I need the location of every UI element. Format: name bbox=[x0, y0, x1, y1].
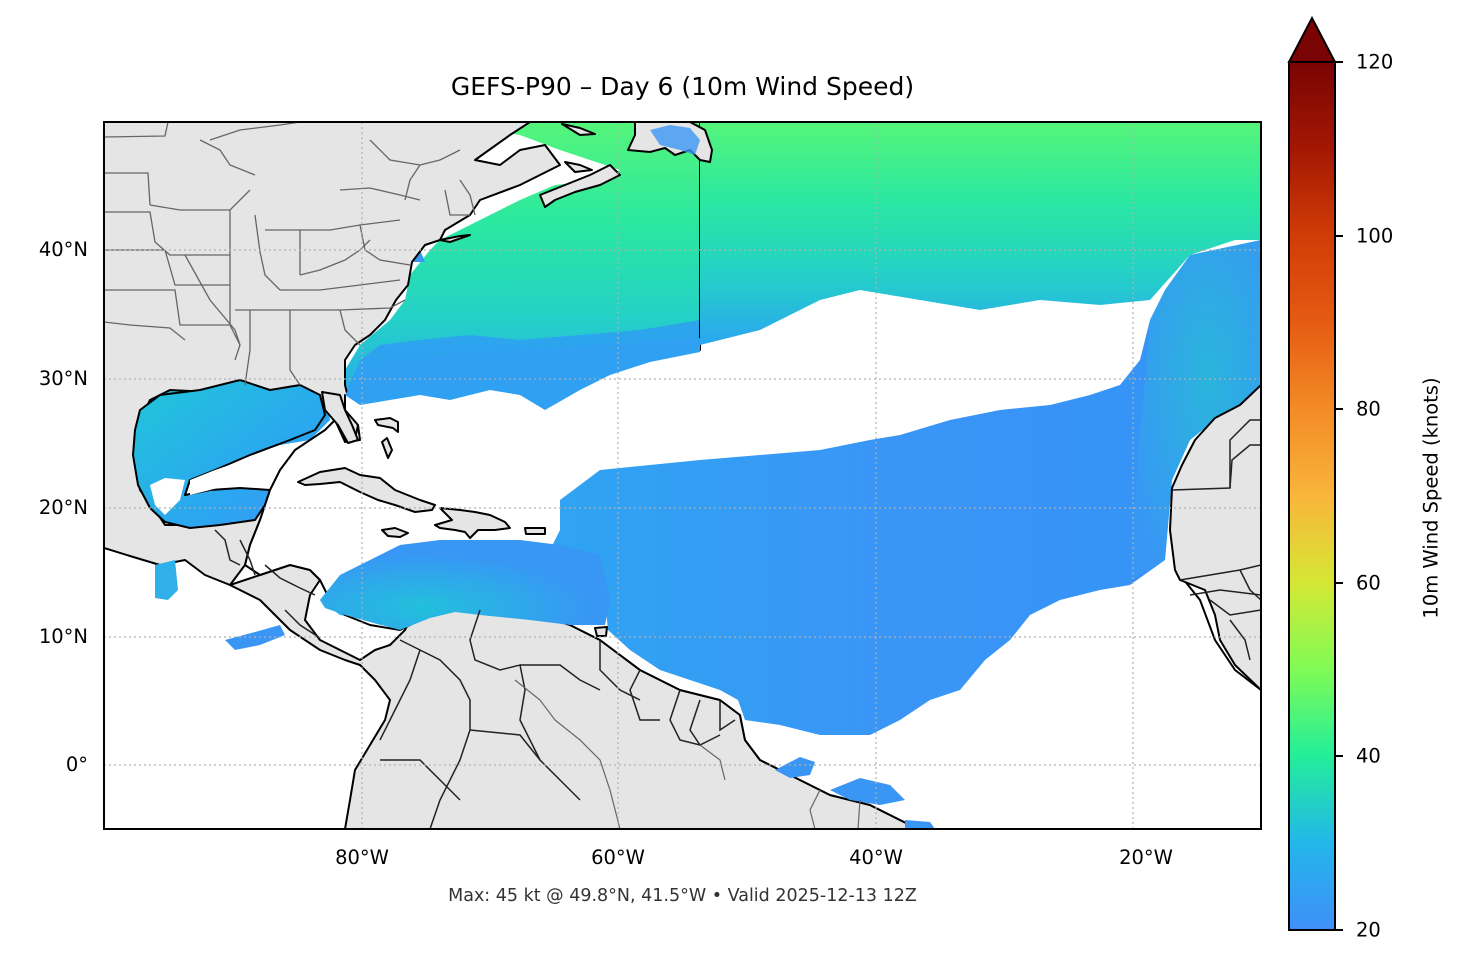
y-tick-0: 0° bbox=[65, 753, 88, 776]
puerto-rico bbox=[524, 527, 546, 535]
colorbar-tick-40: 40 bbox=[1356, 744, 1381, 768]
plot-frame bbox=[103, 121, 1262, 830]
long-island bbox=[439, 234, 471, 243]
anticosti bbox=[561, 123, 596, 136]
x-tick-40w: 40°W bbox=[849, 846, 903, 869]
hispaniola bbox=[434, 507, 511, 539]
x-tick-60w: 60°W bbox=[591, 846, 645, 869]
colorbar-tick-60: 60 bbox=[1356, 571, 1381, 595]
caribbean-islands bbox=[297, 417, 608, 637]
figure-title: GEFS-P90 – Day 6 (10m Wind Speed) bbox=[450, 72, 915, 101]
colorbar-tick-80: 80 bbox=[1356, 397, 1381, 421]
colorbar-tick-100: 100 bbox=[1356, 224, 1394, 248]
pei bbox=[564, 161, 593, 173]
country-borders bbox=[214, 419, 1261, 829]
jamaica bbox=[381, 527, 409, 538]
colorbar-tick-120: 120 bbox=[1356, 50, 1394, 74]
bahamas-2 bbox=[381, 437, 393, 459]
y-tick-10n: 10°N bbox=[38, 625, 88, 648]
x-tick-80w: 80°W bbox=[335, 846, 389, 869]
y-tick-20n: 20°N bbox=[38, 496, 88, 519]
colorbar-tick-20: 20 bbox=[1356, 918, 1381, 942]
cuba bbox=[297, 467, 436, 513]
trinidad bbox=[594, 626, 608, 637]
nova-scotia bbox=[539, 164, 621, 208]
colorbar bbox=[1287, 15, 1343, 931]
colorbar-extend-arrow bbox=[1287, 15, 1337, 63]
y-tick-30n: 30°N bbox=[38, 367, 88, 390]
bahamas-1 bbox=[374, 417, 399, 433]
figure-subtitle: Max: 45 kt @ 49.8°N, 41.5°W • Valid 2025… bbox=[448, 886, 917, 906]
map-plot-area bbox=[104, 122, 1261, 829]
x-tick-20w: 20°W bbox=[1119, 846, 1173, 869]
y-tick-40n: 40°N bbox=[38, 238, 88, 261]
colorbar-label: 10m Wind Speed (knots) bbox=[1419, 377, 1443, 619]
